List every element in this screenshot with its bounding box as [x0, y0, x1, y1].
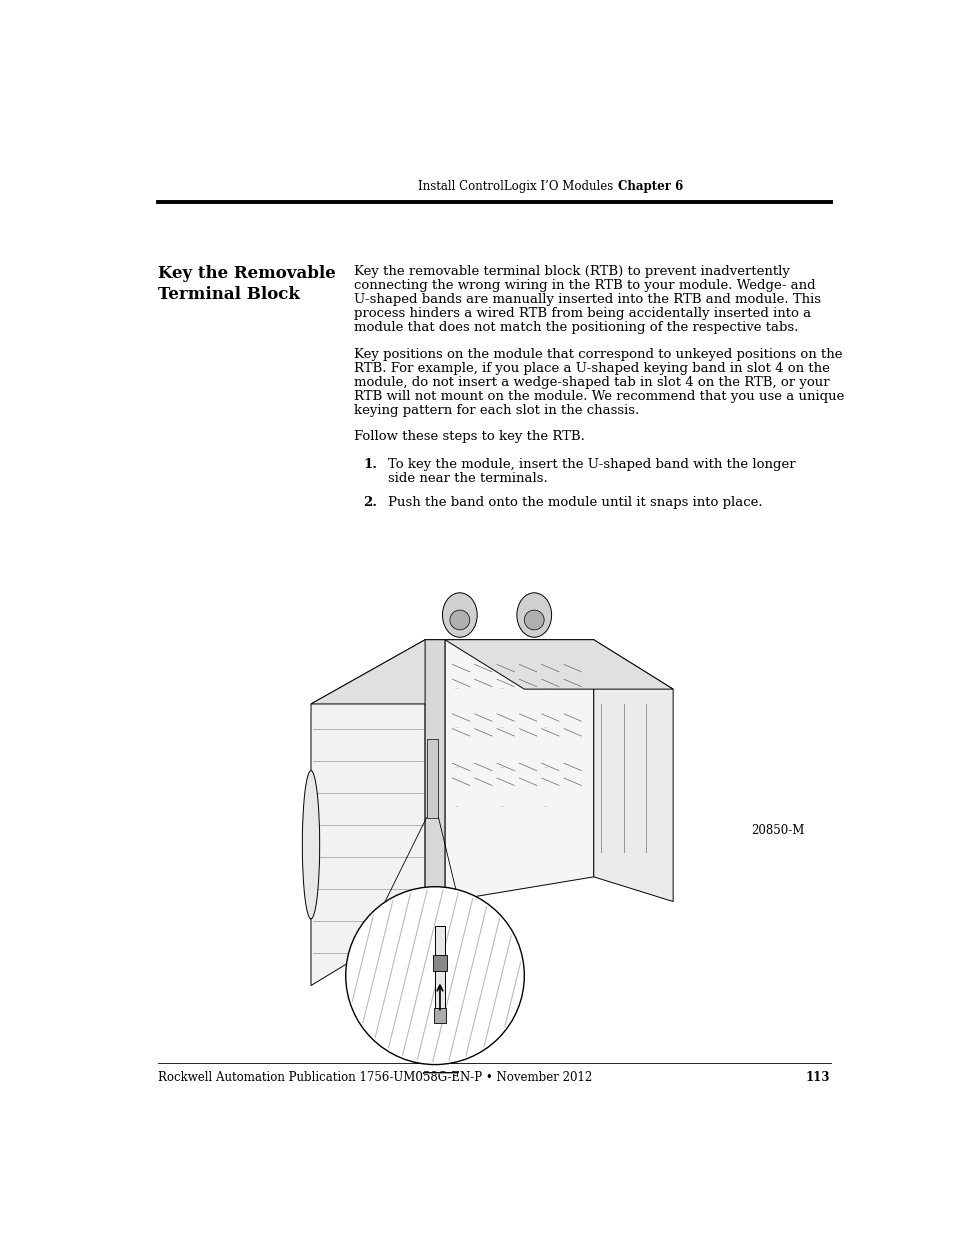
Text: Follow these steps to key the RTB.: Follow these steps to key the RTB. [354, 430, 584, 443]
Polygon shape [444, 640, 593, 902]
Text: —: — [455, 726, 458, 730]
Polygon shape [311, 640, 425, 986]
Text: Key the Removable: Key the Removable [157, 266, 335, 282]
Text: process hinders a wired RTB from being accidentally inserted into a: process hinders a wired RTB from being a… [354, 308, 811, 320]
Ellipse shape [524, 610, 543, 630]
Bar [432, 1087, 447, 1104]
Text: —: — [499, 805, 503, 809]
Text: —: — [455, 687, 458, 690]
Text: Chapter 6: Chapter 6 [618, 180, 683, 193]
Text: 2.: 2. [363, 496, 376, 509]
Text: —: — [543, 805, 548, 809]
Text: RTB will not mount on the module. We recommend that you use a unique: RTB will not mount on the module. We rec… [354, 390, 843, 403]
Bar [434, 926, 445, 1020]
Text: Terminal Block: Terminal Block [157, 287, 299, 303]
Text: Key the removable terminal block (RTB) to prevent inadvertently: Key the removable terminal block (RTB) t… [354, 266, 789, 278]
Circle shape [345, 887, 524, 1065]
Bar [426, 739, 438, 818]
Text: module, do not insert a wedge-shaped tab in slot 4 on the RTB, or your: module, do not insert a wedge-shaped tab… [354, 375, 829, 389]
Polygon shape [311, 640, 558, 704]
Text: —: — [543, 687, 548, 690]
Bar [433, 955, 446, 971]
Ellipse shape [517, 593, 551, 637]
Ellipse shape [450, 610, 469, 630]
Ellipse shape [442, 593, 476, 637]
Text: side near the terminals.: side near the terminals. [387, 472, 547, 485]
Text: Push the band onto the module until it snaps into place.: Push the band onto the module until it s… [387, 496, 761, 509]
Polygon shape [425, 640, 444, 916]
Polygon shape [444, 640, 673, 689]
Bar [433, 1008, 446, 1023]
Text: —: — [543, 766, 548, 769]
Text: 20850-M: 20850-M [751, 825, 804, 837]
Text: —: — [543, 726, 548, 730]
Text: —: — [455, 766, 458, 769]
Text: U-shaped bands are manually inserted into the RTB and module. This: U-shaped bands are manually inserted int… [354, 294, 821, 306]
Text: Install ControlLogix I’O Modules: Install ControlLogix I’O Modules [417, 180, 613, 193]
Text: 113: 113 [805, 1071, 830, 1083]
Text: —: — [499, 766, 503, 769]
Ellipse shape [302, 771, 319, 919]
Text: To key the module, insert the U-shaped band with the longer: To key the module, insert the U-shaped b… [387, 458, 795, 471]
Bar [422, 1072, 456, 1089]
Text: module that does not match the positioning of the respective tabs.: module that does not match the positioni… [354, 321, 798, 335]
Polygon shape [593, 640, 673, 902]
Text: Key positions on the module that correspond to unkeyed positions on the: Key positions on the module that corresp… [354, 347, 842, 361]
Text: —: — [499, 687, 503, 690]
Text: 1.: 1. [363, 458, 376, 471]
Text: RTB. For example, if you place a U-shaped keying band in slot 4 on the: RTB. For example, if you place a U-shape… [354, 362, 829, 374]
Text: —: — [455, 805, 458, 809]
Text: Rockwell Automation Publication 1756-UM058G-EN-P • November 2012: Rockwell Automation Publication 1756-UM0… [157, 1071, 591, 1083]
Text: —: — [499, 726, 503, 730]
Text: connecting the wrong wiring in the RTB to your module. Wedge- and: connecting the wrong wiring in the RTB t… [354, 279, 815, 293]
Text: keying pattern for each slot in the chassis.: keying pattern for each slot in the chas… [354, 404, 639, 416]
